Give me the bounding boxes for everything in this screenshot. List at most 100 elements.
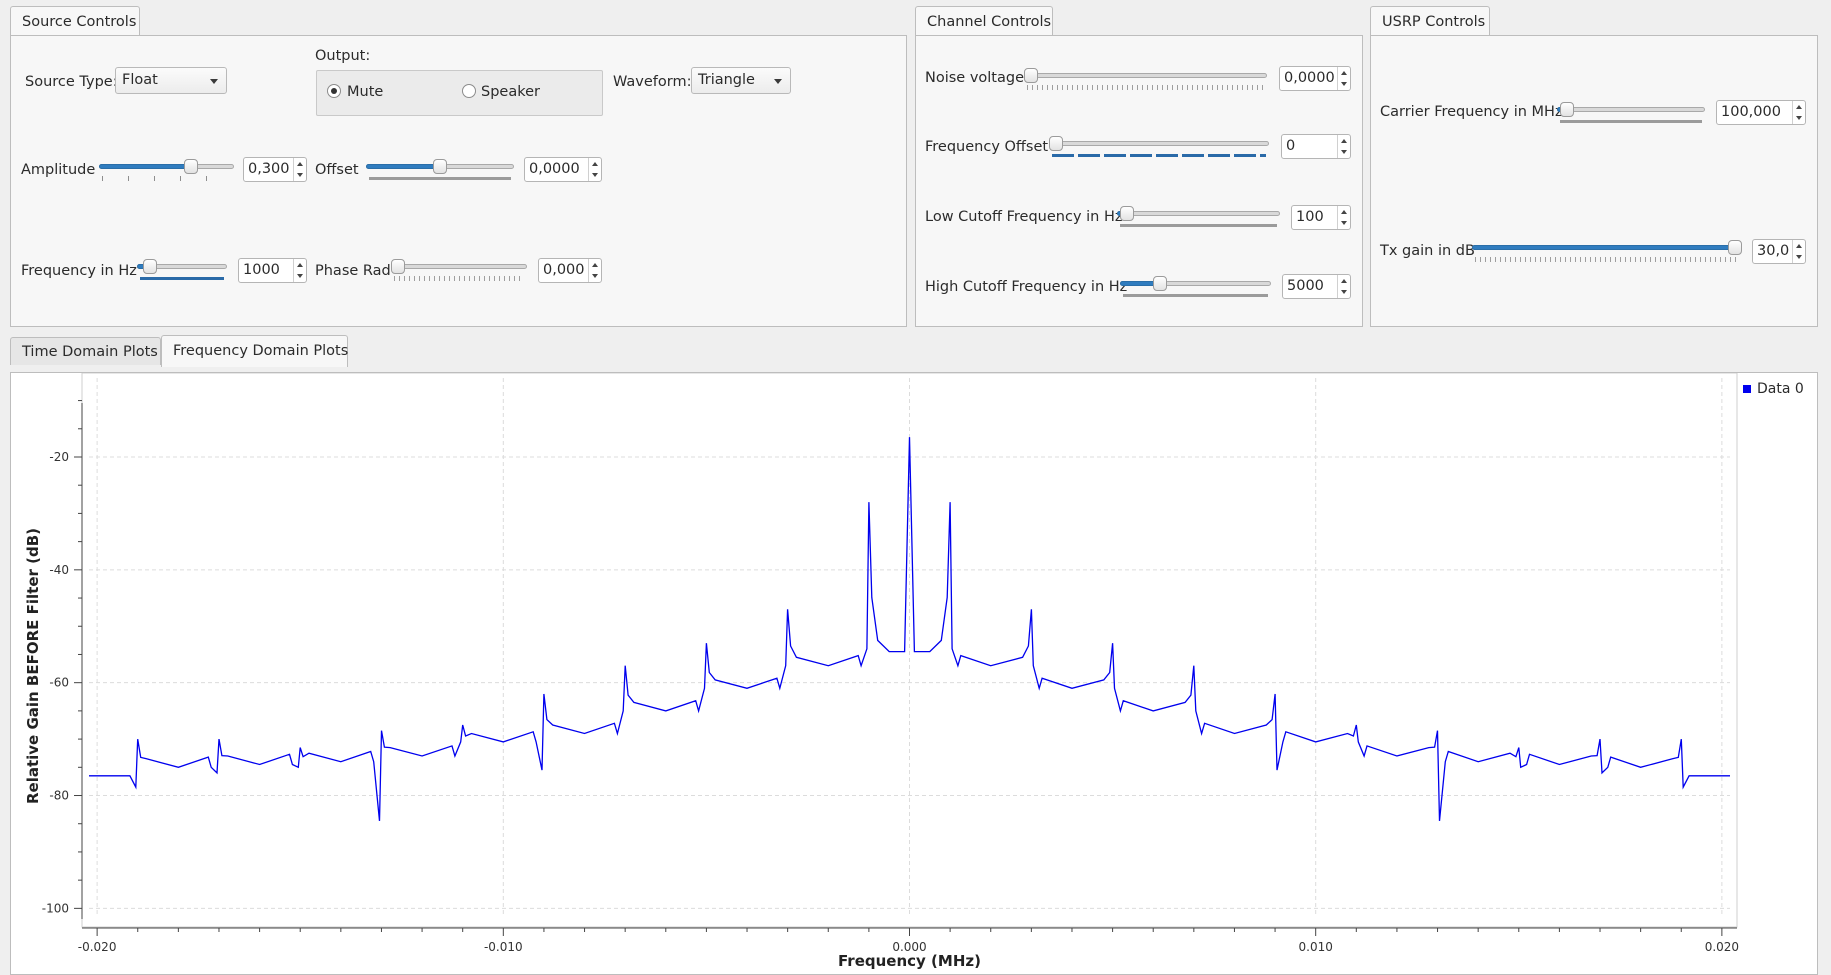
- slider-handle[interactable]: [433, 159, 447, 174]
- chevron-down-icon: [774, 79, 782, 84]
- legend-label: Data 0: [1757, 381, 1804, 397]
- x-tick-label: 0.000: [892, 940, 926, 954]
- tab-source-controls[interactable]: Source Controls: [10, 6, 140, 36]
- slider-handle[interactable]: [391, 259, 405, 274]
- spin-up-icon[interactable]: [1796, 105, 1802, 109]
- spin-down-icon[interactable]: [1341, 221, 1347, 225]
- spin-down-icon[interactable]: [297, 173, 303, 177]
- spin-down-icon[interactable]: [1796, 116, 1802, 120]
- frequency-offset-slider[interactable]: [1049, 135, 1269, 169]
- high-cutoff-value[interactable]: 5000: [1287, 278, 1324, 294]
- spin-up-icon[interactable]: [1341, 279, 1347, 283]
- phase-value[interactable]: 0,000: [543, 262, 585, 278]
- legend-swatch: [1743, 385, 1751, 393]
- noise-voltage-spinbox[interactable]: 0,0000: [1279, 66, 1351, 91]
- usrp-controls-panel: [1370, 35, 1818, 327]
- phase-slider[interactable]: [391, 258, 527, 292]
- phase-spinbox[interactable]: 0,000: [538, 258, 602, 283]
- output-mute-radio[interactable]: [327, 84, 341, 98]
- spin-down-icon[interactable]: [592, 274, 598, 278]
- noise-voltage-slider[interactable]: [1024, 67, 1267, 101]
- slider-handle[interactable]: [1728, 240, 1742, 255]
- spin-up-icon[interactable]: [592, 162, 598, 166]
- slider-handle[interactable]: [143, 259, 157, 274]
- spin-up-icon[interactable]: [297, 263, 303, 267]
- offset-label: Offset: [315, 162, 359, 178]
- high-cutoff-label: High Cutoff Frequency in Hz: [925, 279, 1128, 295]
- noise-voltage-label: Noise voltage: [925, 70, 1025, 86]
- spin-up-icon[interactable]: [1341, 139, 1347, 143]
- slider-handle[interactable]: [1049, 136, 1063, 151]
- high-cutoff-spinbox[interactable]: 5000: [1282, 274, 1351, 299]
- noise-voltage-value[interactable]: 0,0000: [1284, 70, 1335, 86]
- spin-up-icon[interactable]: [1341, 71, 1347, 75]
- tx-gain-label: Tx gain in dB: [1380, 243, 1475, 259]
- slider-handle[interactable]: [1120, 206, 1134, 221]
- output-speaker-label[interactable]: Speaker: [481, 84, 540, 100]
- frequency-slider[interactable]: [137, 258, 227, 292]
- amplitude-value[interactable]: 0,300: [248, 161, 290, 177]
- low-cutoff-value[interactable]: 100: [1296, 209, 1324, 225]
- low-cutoff-slider[interactable]: [1117, 205, 1280, 239]
- y-tick-label: -40: [49, 563, 69, 577]
- y-tick-label: -20: [49, 450, 69, 464]
- carrier-frequency-value[interactable]: 100,000: [1721, 104, 1781, 120]
- frequency-spinbox[interactable]: 1000: [238, 258, 307, 283]
- low-cutoff-spinbox[interactable]: 100: [1291, 205, 1351, 230]
- tab-time-domain-plots[interactable]: Time Domain Plots: [10, 337, 161, 365]
- tx-gain-spinbox[interactable]: 30,0: [1752, 239, 1806, 264]
- output-radio-group: [316, 70, 603, 116]
- amplitude-label: Amplitude: [21, 162, 96, 178]
- y-tick-label: -100: [42, 901, 69, 915]
- carrier-frequency-spinbox[interactable]: 100,000: [1716, 100, 1806, 125]
- spin-up-icon[interactable]: [297, 162, 303, 166]
- x-tick-label: -0.010: [484, 940, 523, 954]
- output-label: Output:: [315, 48, 371, 64]
- offset-spinbox[interactable]: 0,0000: [524, 157, 602, 182]
- series-line-data-0: [89, 437, 1730, 821]
- spin-down-icon[interactable]: [592, 173, 598, 177]
- waveform-value: Triangle: [698, 72, 755, 88]
- waveform-label: Waveform:: [613, 74, 692, 90]
- spin-down-icon[interactable]: [1796, 255, 1802, 259]
- x-tick-label: -0.020: [78, 940, 117, 954]
- high-cutoff-slider[interactable]: [1120, 275, 1271, 309]
- offset-value[interactable]: 0,0000: [529, 161, 580, 177]
- y-tick-label: -80: [49, 789, 69, 803]
- tab-frequency-domain-plots[interactable]: Frequency Domain Plots: [161, 335, 348, 367]
- carrier-frequency-slider[interactable]: [1557, 101, 1705, 135]
- tx-gain-value[interactable]: 30,0: [1757, 243, 1790, 259]
- slider-handle[interactable]: [1560, 102, 1574, 117]
- spin-down-icon[interactable]: [1341, 290, 1347, 294]
- amplitude-spinbox[interactable]: 0,300: [243, 157, 307, 182]
- frequency-value[interactable]: 1000: [243, 262, 280, 278]
- chevron-down-icon: [210, 79, 218, 84]
- offset-slider[interactable]: [366, 158, 514, 192]
- tab-usrp-controls[interactable]: USRP Controls: [1370, 6, 1490, 36]
- amplitude-slider[interactable]: [99, 158, 234, 192]
- x-tick-label: 0.020: [1705, 940, 1739, 954]
- slider-handle[interactable]: [1153, 276, 1167, 291]
- output-speaker-radio[interactable]: [462, 84, 476, 98]
- frequency-label: Frequency in Hz: [21, 263, 137, 279]
- source-type-combo[interactable]: Float: [115, 67, 227, 94]
- spin-up-icon[interactable]: [1341, 210, 1347, 214]
- slider-handle[interactable]: [184, 159, 198, 174]
- frequency-offset-label: Frequency Offset: [925, 139, 1049, 155]
- tab-channel-controls[interactable]: Channel Controls: [915, 6, 1053, 36]
- frequency-offset-value[interactable]: 0: [1286, 138, 1296, 154]
- spin-up-icon[interactable]: [592, 263, 598, 267]
- slider-handle[interactable]: [1024, 68, 1038, 83]
- waveform-combo[interactable]: Triangle: [691, 67, 791, 94]
- carrier-frequency-label: Carrier Frequency in MHz: [1380, 104, 1563, 120]
- output-mute-label[interactable]: Mute: [347, 84, 384, 100]
- spin-down-icon[interactable]: [297, 274, 303, 278]
- frequency-plot[interactable]: -100 -80 -60 -40 -20 -0.020 -0.010 0.000 0.010 0.…: [11, 373, 1819, 975]
- phase-label: Phase Rad: [315, 263, 391, 279]
- spin-down-icon[interactable]: [1341, 82, 1347, 86]
- frequency-offset-spinbox[interactable]: 0: [1281, 134, 1351, 159]
- spin-down-icon[interactable]: [1341, 150, 1347, 154]
- frequency-plot-area[interactable]: -100 -80 -60 -40 -20 -0.020 -0.010 0.000 0.010 0.…: [10, 372, 1818, 975]
- spin-up-icon[interactable]: [1796, 244, 1802, 248]
- tx-gain-slider[interactable]: [1472, 239, 1742, 273]
